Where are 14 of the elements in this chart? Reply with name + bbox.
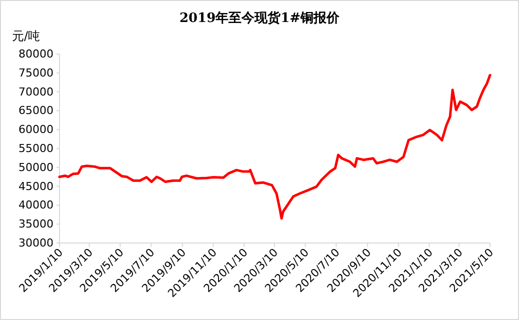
chart-title: 2019年至今现货1#铜报价 (179, 10, 341, 26)
y-tick-label: 75000 (18, 66, 54, 80)
y-tick-label: 45000 (18, 180, 54, 193)
y-tick-label: 50000 (18, 160, 54, 174)
y-tick-label: 55000 (18, 142, 54, 155)
y-tick-label: 30000 (18, 236, 54, 250)
y-tick-label: 60000 (18, 123, 54, 136)
line-series (58, 74, 492, 220)
y-axis-title: 元/吨 (12, 29, 40, 43)
y-tick-label: 80000 (18, 48, 54, 60)
y-tick-label: 65000 (18, 104, 54, 118)
y-tick-label: 35000 (18, 218, 54, 231)
y-tick-label: 70000 (18, 85, 54, 98)
y-tick-label: 40000 (18, 198, 54, 212)
